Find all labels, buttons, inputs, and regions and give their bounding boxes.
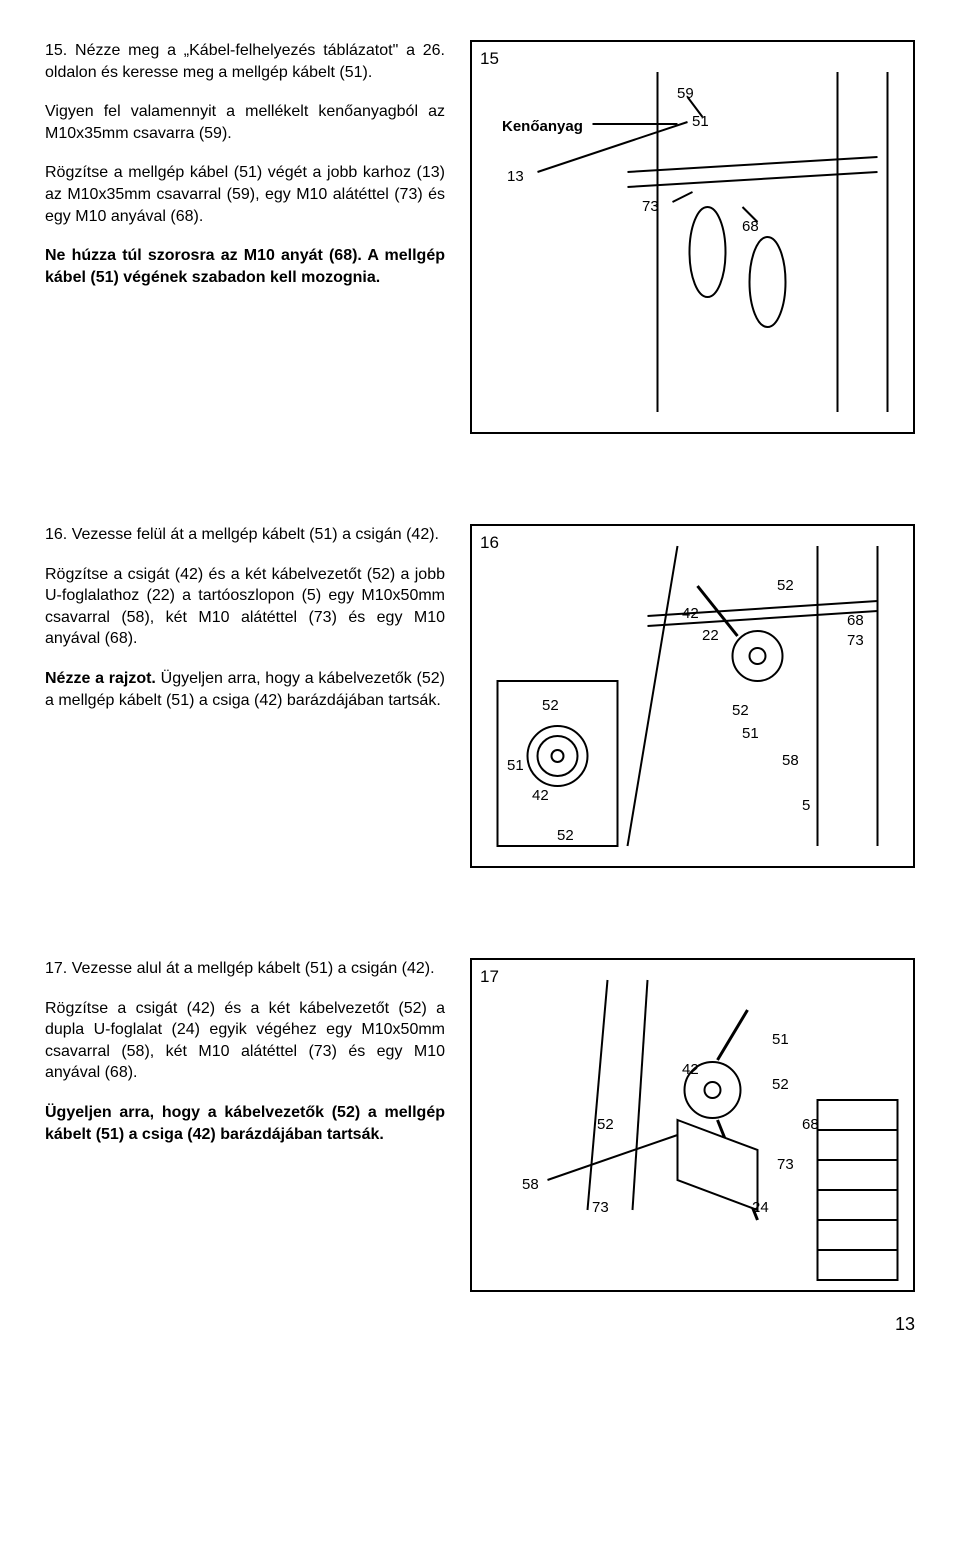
step-15-p3: Rögzítse a mellgép kábel (51) végét a jo… (45, 162, 445, 227)
label-59: 59 (677, 84, 694, 104)
label-17-1: 42 (682, 1060, 699, 1080)
label-17-3: 52 (597, 1115, 614, 1135)
step-16-p1: 16. Vezesse felül át a mellgép kábelt (5… (45, 524, 445, 546)
label-16-9: 58 (782, 751, 799, 771)
label-13: 13 (507, 167, 524, 187)
label-16-5: 52 (542, 696, 559, 716)
step-17-p2: Rögzítse a csigát (42) és a két kábelvez… (45, 998, 445, 1084)
figure-15: 15 59 51 Kenőanyag 13 73 68 (470, 40, 915, 434)
step-17-text: 17. Vezesse alul át a mellgép kábelt (51… (45, 958, 445, 1292)
label-73: 73 (642, 197, 659, 217)
step-16-p3: Nézze a rajzot. Ügyeljen arra, hogy a ká… (45, 668, 445, 711)
step-16-p2: Rögzítse a csigát (42) és a két kábelvez… (45, 564, 445, 650)
label-16-4: 73 (847, 631, 864, 651)
figure-17-diagram (472, 960, 913, 1290)
step-17-row: 17. Vezesse alul át a mellgép kábelt (51… (45, 958, 915, 1292)
label-16-7: 51 (742, 724, 759, 744)
label-16-11: 52 (557, 826, 574, 846)
label-17-0: 51 (772, 1030, 789, 1050)
label-16-0: 52 (777, 576, 794, 596)
label-17-7: 73 (592, 1198, 609, 1218)
label-17-2: 52 (772, 1075, 789, 1095)
label-17-8: 24 (752, 1198, 769, 1218)
step-15-text: 15. Nézze meg a „Kábel-felhelyezés táblá… (45, 40, 445, 434)
figure-16-diagram (472, 526, 913, 866)
step-15-p2: Vigyen fel valamennyit a mellékelt kenőa… (45, 101, 445, 144)
label-kenoanyag: Kenőanyag (502, 117, 583, 137)
step-17-p1: 17. Vezesse alul át a mellgép kábelt (51… (45, 958, 445, 980)
figure-16: 16 52 42 22 68 73 52 52 51 51 (470, 524, 915, 868)
page-number: 13 (45, 1312, 915, 1336)
label-16-1: 42 (682, 604, 699, 624)
label-17-5: 58 (522, 1175, 539, 1195)
label-17-6: 73 (777, 1155, 794, 1175)
label-16-8: 51 (507, 756, 524, 776)
step-16-text: 16. Vezesse felül át a mellgép kábelt (5… (45, 524, 445, 868)
label-17-4: 68 (802, 1115, 819, 1135)
label-16-2: 22 (702, 626, 719, 646)
label-16-3: 68 (847, 611, 864, 631)
step-17-p3: Ügyeljen arra, hogy a kábelvezetők (52) … (45, 1102, 445, 1145)
figure-17: 17 51 42 52 52 68 58 7 (470, 958, 915, 1292)
label-68: 68 (742, 217, 759, 237)
step-15-p1: 15. Nézze meg a „Kábel-felhelyezés táblá… (45, 40, 445, 83)
step-15-p4: Ne húzza túl szorosra az M10 anyát (68).… (45, 245, 445, 288)
label-16-6: 52 (732, 701, 749, 721)
step-15-row: 15. Nézze meg a „Kábel-felhelyezés táblá… (45, 40, 915, 434)
label-51: 51 (692, 112, 709, 132)
label-16-10: 42 (532, 786, 549, 806)
label-16-12: 5 (802, 796, 810, 816)
step-16-p3-prefix: Nézze a rajzot. (45, 670, 156, 687)
step-16-row: 16. Vezesse felül át a mellgép kábelt (5… (45, 524, 915, 868)
